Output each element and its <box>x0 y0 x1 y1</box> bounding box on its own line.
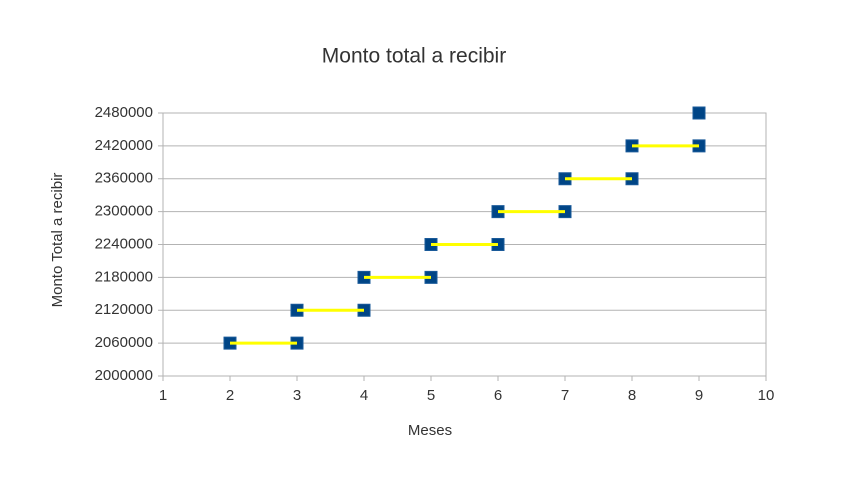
x-tick-label: 3 <box>293 387 301 404</box>
x-tick-label: 8 <box>628 387 636 404</box>
y-tick-label: 2060000 <box>95 334 153 351</box>
y-tick-label: 2420000 <box>95 137 153 154</box>
x-tick-label: 1 <box>159 387 167 404</box>
x-tick-label: 10 <box>758 387 775 404</box>
y-tick-label: 2120000 <box>95 301 153 318</box>
y-tick-label: 2300000 <box>95 203 153 220</box>
x-tick-label: 6 <box>494 387 502 404</box>
plot-frame <box>162 112 767 377</box>
x-tick-label: 9 <box>695 387 703 404</box>
x-tick-label: 7 <box>561 387 569 404</box>
x-tick-label: 2 <box>226 387 234 404</box>
x-axis-title: Meses <box>408 422 452 439</box>
y-tick-label: 2480000 <box>95 104 153 121</box>
y-tick-label: 2000000 <box>95 367 153 384</box>
chart-title: Monto total a recibir <box>322 45 506 68</box>
y-tick-label: 2360000 <box>95 170 153 187</box>
x-tick-label: 5 <box>427 387 435 404</box>
x-tick-label: 4 <box>360 387 368 404</box>
y-tick-label: 2180000 <box>95 268 153 285</box>
y-axis-title: Monto Total a recibir <box>49 173 66 308</box>
y-tick-label: 2240000 <box>95 235 153 252</box>
marker <box>692 106 706 120</box>
